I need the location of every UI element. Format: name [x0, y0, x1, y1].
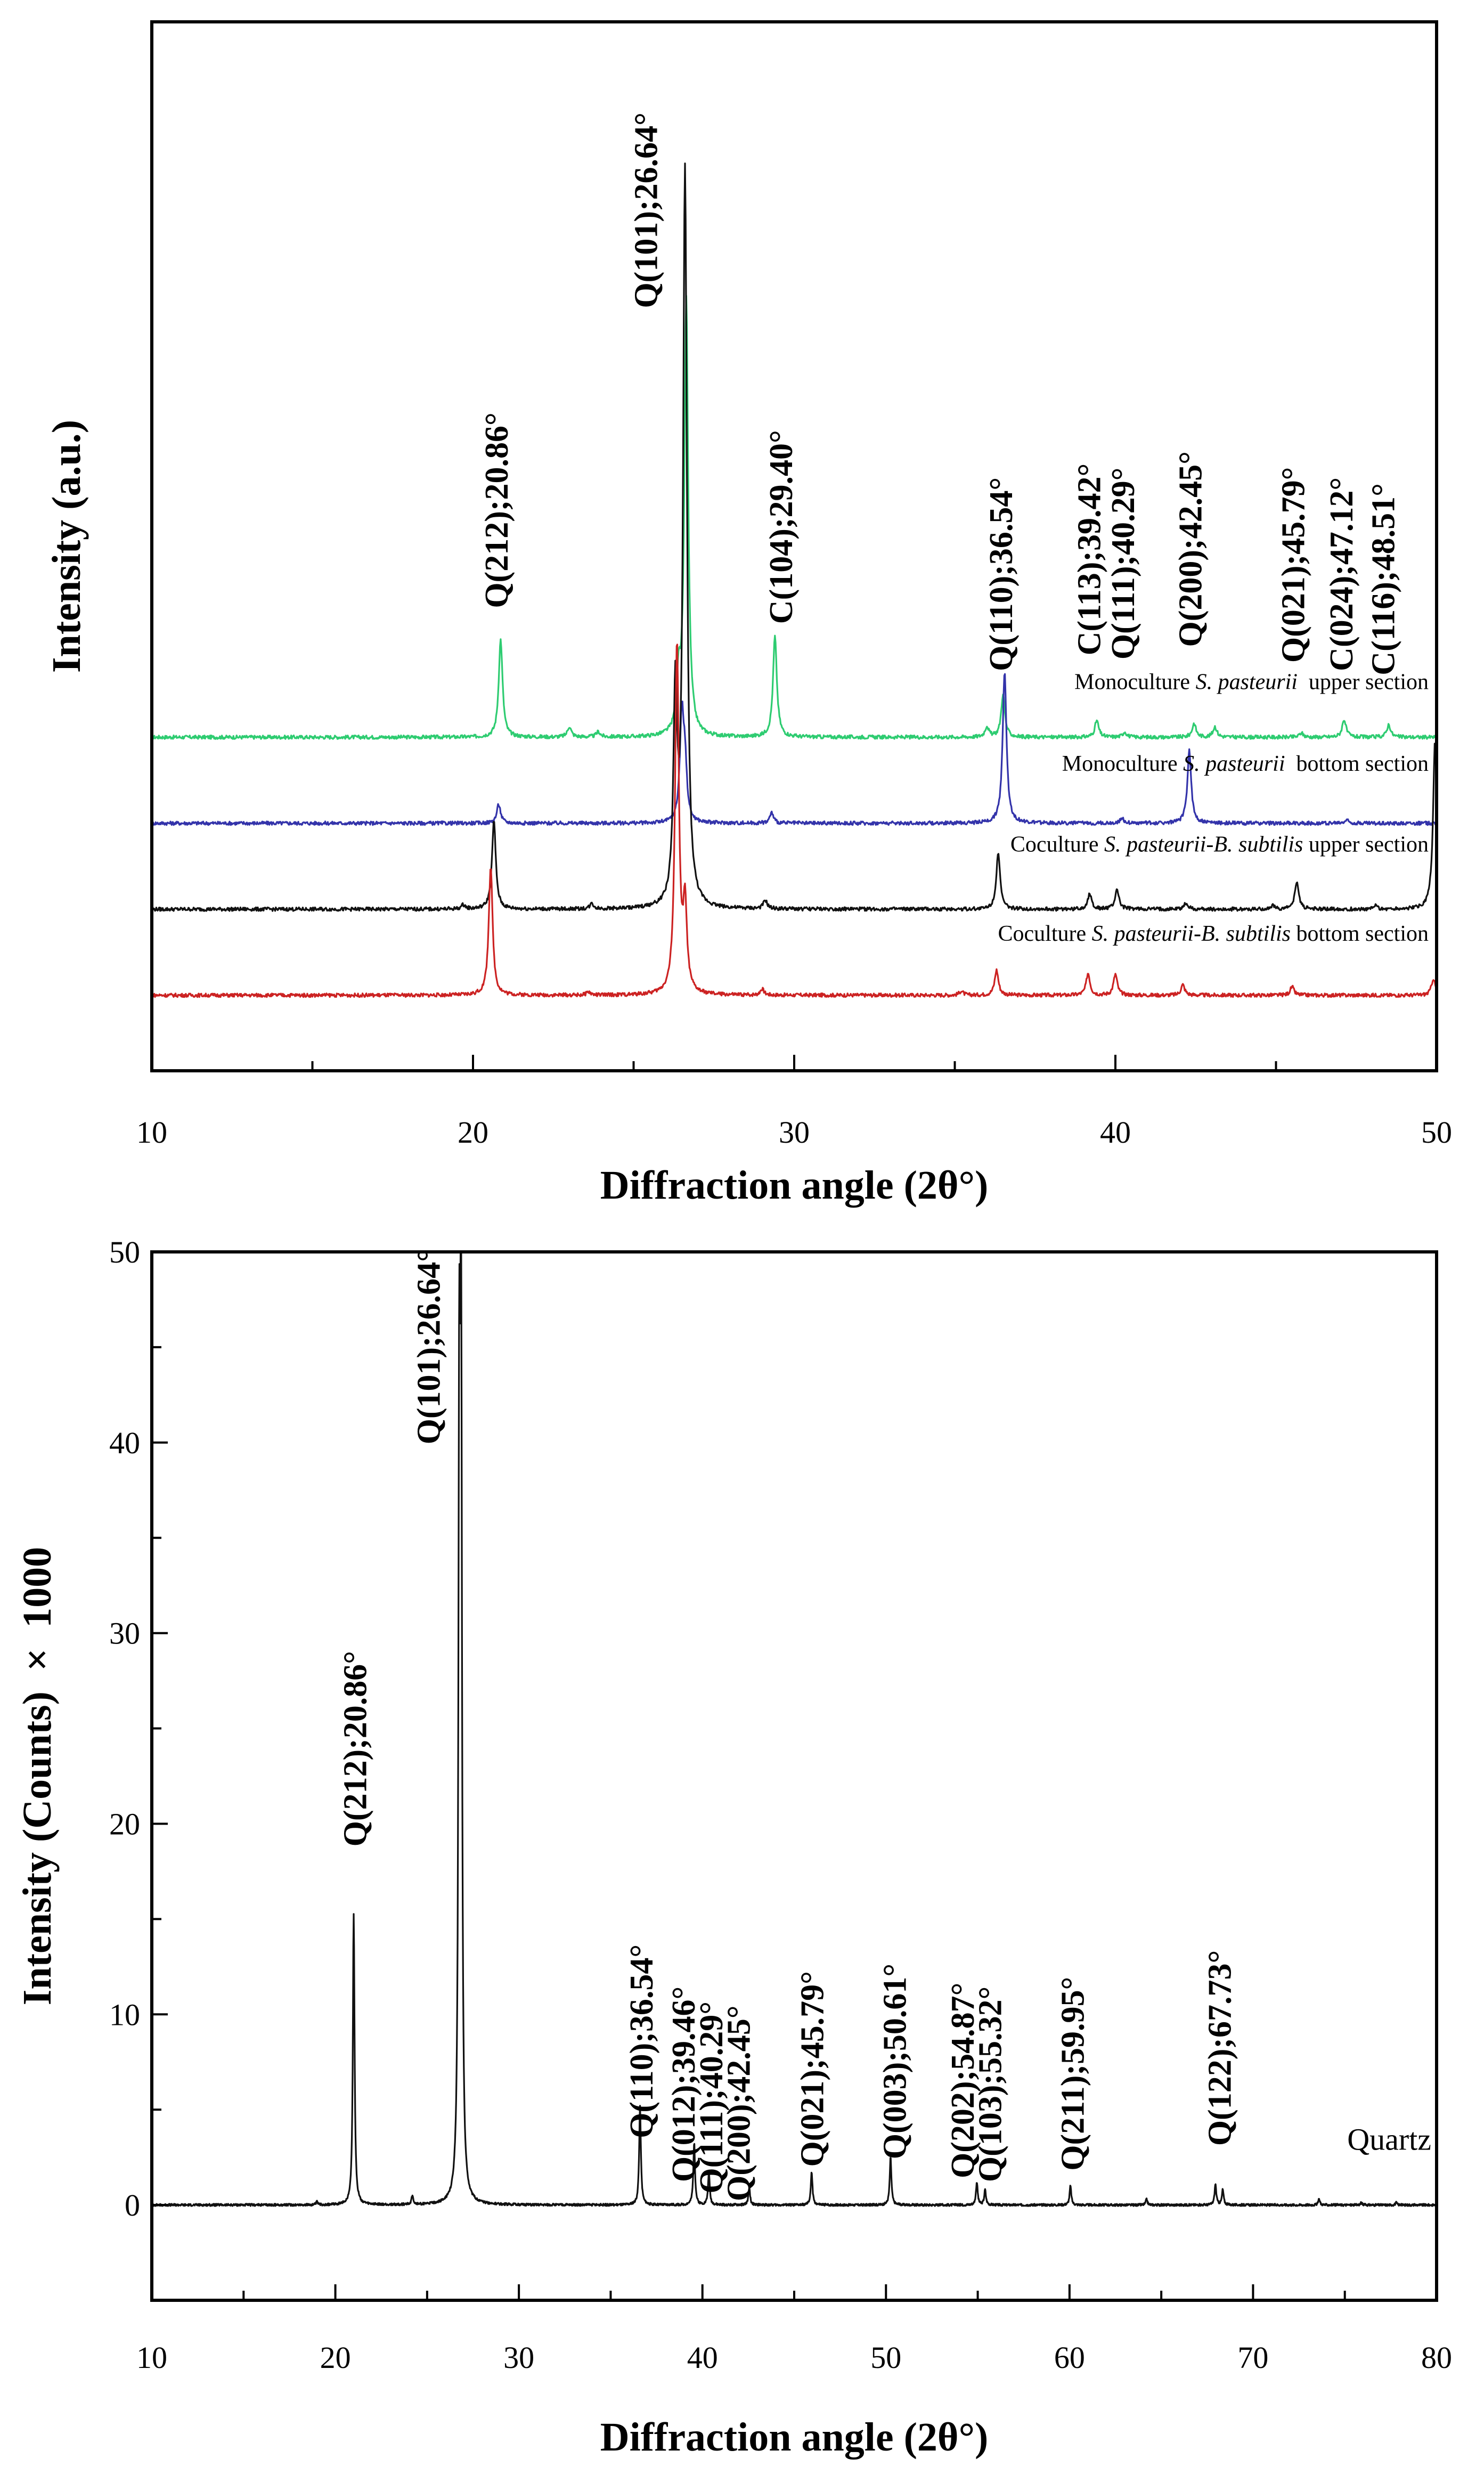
- x-tick-label: 50: [870, 2340, 901, 2375]
- peak-annotation: Q(212);20.86°: [337, 1651, 373, 1846]
- y-tick-label: 20: [109, 1806, 140, 1841]
- y-axis-title: Intensity (Counts) × 1000: [15, 1547, 60, 2005]
- x-tick-label: 60: [1054, 2340, 1085, 2375]
- series-line-4: [151, 644, 1438, 998]
- peak-annotation: Q(101);26.64°: [411, 1249, 447, 1444]
- peak-annotation: Q(021);45.79°: [794, 1971, 830, 2167]
- y-tick-label: 0: [125, 2188, 140, 2223]
- peak-annotation: Q(021);45.79°: [1276, 467, 1312, 663]
- x-tick-label: 10: [136, 1115, 167, 1150]
- peak-annotation: Q(110);36.54°: [624, 1944, 660, 2138]
- series-line-1: [151, 1251, 1438, 2207]
- y-tick-label: 30: [109, 1616, 140, 1651]
- chart-bottom-xrd-quartz: 10 20 30 40 50 60 70 80 0 10 20 30 40 50 Diffraction a…: [15, 1235, 1452, 2460]
- peak-annotation: Q(101);26.64°: [629, 112, 665, 308]
- peak-annotation: Q(122);67.73°: [1202, 1950, 1238, 2146]
- y-tick-label: 50: [109, 1235, 140, 1269]
- legend-label-quartz: Quartz: [1347, 2122, 1431, 2156]
- peak-annotation: Q(103);55.32°: [973, 1987, 1009, 2182]
- x-tick-label: 50: [1421, 1115, 1452, 1150]
- x-axis-title: Diffraction angle (2θ°): [600, 1163, 989, 1208]
- peak-annotation: Q(111);40.29°: [694, 2001, 730, 2194]
- x-tick-label: 30: [779, 1115, 810, 1150]
- x-tick-label: 70: [1237, 2340, 1268, 2375]
- x-tick-label: 10: [136, 2340, 167, 2375]
- peak-annotation: Q(110);36.54°: [983, 477, 1020, 671]
- peak-annotation: C(104);29.40°: [763, 430, 800, 624]
- chart-top-xrd-series: Monoculture S. pasteurii upper section Mo…: [44, 20, 1452, 1208]
- peak-annotation: C(024);47.12°: [1324, 477, 1360, 671]
- y-axis-title: Intensity (a.u.): [44, 420, 89, 673]
- peak-annotation: C(116);48.51°: [1366, 483, 1402, 675]
- peak-annotation: Q(212);20.86°: [479, 412, 515, 608]
- peak-annotation: Q(200);42.45°: [721, 2005, 757, 2201]
- peak-annotation: C(113);39.42°: [1072, 463, 1108, 656]
- x-tick-label: 80: [1421, 2340, 1452, 2375]
- peak-annotation: Q(200);42.45°: [1173, 451, 1209, 647]
- series-label-2: Monoculture S. pasteurii bottom section: [1062, 752, 1429, 776]
- series-line-2: [151, 673, 1437, 826]
- x-axis-title: Diffraction angle (2θ°): [600, 2415, 989, 2460]
- peak-annotation: Q(202);54.87°: [945, 1983, 981, 2178]
- x-tick-label: 40: [687, 2340, 718, 2375]
- x-tick-label: 20: [320, 2340, 351, 2375]
- series-label-4: Coculture S. pasteurii-B. subtilis botto…: [998, 922, 1429, 946]
- series-label-1: Monoculture S. pasteurii upper section: [1074, 670, 1429, 694]
- y-tick-label: 40: [109, 1426, 140, 1460]
- series-line-3: [151, 162, 1438, 912]
- series-line-1: [151, 295, 1438, 740]
- x-tick-label: 30: [503, 2340, 534, 2375]
- peak-annotation: Q(211);59.95°: [1055, 1977, 1091, 2171]
- peak-annotation: Q(012);39.46°: [666, 1987, 702, 2182]
- peak-annotation: Q(111);40.29°: [1105, 468, 1141, 660]
- x-tick-label: 40: [1100, 1115, 1131, 1150]
- x-tick-label: 20: [458, 1115, 488, 1150]
- peak-annotation: Q(003);50.61°: [877, 1964, 914, 2159]
- series-label-3: Coculture S. pasteurii-B. subtilis upper…: [1010, 832, 1429, 857]
- y-tick-label: 10: [109, 1997, 140, 2032]
